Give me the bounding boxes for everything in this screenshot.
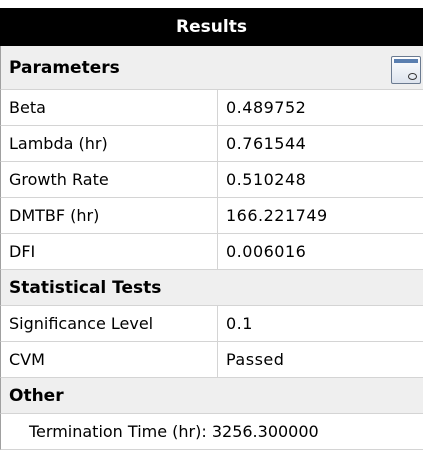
parameter-value: Passed <box>226 350 285 369</box>
section-header: Other <box>0 378 423 414</box>
result-row: Beta 0.489752 <box>0 90 423 126</box>
parameter-name: Lambda (hr) <box>1 126 218 161</box>
section-title: Other <box>9 385 64 406</box>
section-title: Parameters <box>9 57 120 78</box>
parameter-value: 0.489752 <box>226 98 307 117</box>
result-text: Termination Time (hr): 3256.300000 <box>29 422 319 441</box>
parameter-name: DMTBF (hr) <box>1 198 218 233</box>
parameter-value: 0.1 <box>226 314 253 333</box>
parameter-value: 0.006016 <box>226 242 307 261</box>
parameter-value: 0.761544 <box>226 134 307 153</box>
parameter-value: 0.510248 <box>226 170 307 189</box>
result-row: Termination Time (hr): 3256.300000 <box>0 414 423 450</box>
parameter-name: Growth Rate <box>1 162 218 197</box>
result-row: Lambda (hr) 0.761544 <box>0 126 423 162</box>
view-button[interactable] <box>391 56 421 84</box>
parameter-name: DFI <box>1 234 218 269</box>
result-row: Significance Level 0.1 <box>0 306 423 342</box>
result-row: CVM Passed <box>0 342 423 378</box>
section-header: Parameters <box>0 46 423 90</box>
parameter-name: Significance Level <box>1 306 218 341</box>
section-header: Statistical Tests <box>0 270 423 306</box>
parameter-name: Beta <box>1 90 218 125</box>
parameter-value: 166.221749 <box>226 206 328 225</box>
result-row: DMTBF (hr) 166.221749 <box>0 198 423 234</box>
result-row: Growth Rate 0.510248 <box>0 162 423 198</box>
section-title: Statistical Tests <box>9 277 162 298</box>
panel-header: Results <box>0 8 423 46</box>
parameter-name: CVM <box>1 342 218 377</box>
result-row: DFI 0.006016 <box>0 234 423 270</box>
